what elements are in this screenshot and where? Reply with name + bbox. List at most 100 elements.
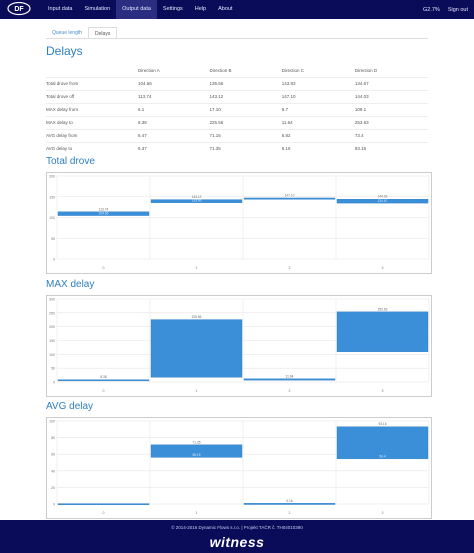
bar-label-top: 93.16 xyxy=(379,422,387,426)
y-tick-label: 250 xyxy=(49,311,55,315)
table-row: AVG delay from 6.47 71.15 6.82 73.4 xyxy=(46,128,428,142)
chart-total-drove: 200 150 100 50 0 113.74 104.66 0 143.12 135.66 1 14… xyxy=(46,172,432,274)
table-row: AVG delay to 6.37 71.35 6.16 83.16 xyxy=(46,141,428,155)
bar-1 xyxy=(150,319,243,378)
table-cell: 73.4 xyxy=(354,128,428,142)
table-row: MAX delay to 8.38 225.56 11.64 253.63 xyxy=(46,115,428,129)
subtabs-divider xyxy=(46,38,428,39)
table-row: Total drove off 113.74 143.12 147.10 144.03 xyxy=(46,89,428,103)
witness-brand-text: witness xyxy=(209,534,265,550)
bar-label-top: 144.03 xyxy=(378,195,388,199)
nav-item-simulation[interactable]: Simulation xyxy=(84,6,111,12)
table-row: Total drove from 104.66 135.66 143.83 134.67 xyxy=(46,76,428,90)
table-cell: 113.74 xyxy=(138,89,210,103)
y-tick-label: 40 xyxy=(51,469,55,473)
table-header-cell: Direction A xyxy=(138,67,160,73)
nav-item-input-data[interactable]: Input data xyxy=(48,6,73,12)
bar-label-top: 143.12 xyxy=(192,195,202,199)
x-tick-label: 1 xyxy=(196,266,198,270)
y-tick-label: 50 xyxy=(51,237,55,241)
page-title: Delays xyxy=(46,44,83,58)
top-navbar: DF Input data Simulation Output data Settin… xyxy=(0,0,474,19)
bar-label-bottom: 135.66 xyxy=(192,199,202,203)
chart-title-avg-delay: AVG delay xyxy=(46,401,94,412)
x-tick-label: 2 xyxy=(289,511,291,515)
x-tick-label: 0 xyxy=(103,266,105,270)
chart-title-total-drove: Total drove xyxy=(46,156,95,167)
table-cell: 71.35 xyxy=(209,141,282,155)
table-cell: 6.82 xyxy=(281,128,355,142)
x-tick-label: 3 xyxy=(382,389,384,393)
y-tick-label: 100 xyxy=(49,420,55,424)
table-header-cell: Direction B xyxy=(209,67,232,73)
bar-1 xyxy=(150,444,243,458)
bar-0 xyxy=(57,503,150,506)
bar-label-top: 253.63 xyxy=(378,307,388,311)
bar-0 xyxy=(57,379,150,382)
table-cell: 109.1 xyxy=(354,102,428,116)
y-tick-label: 100 xyxy=(49,216,55,220)
y-tick-label: 0 xyxy=(53,503,55,507)
nav-item-output-data[interactable]: Output data xyxy=(116,0,157,19)
x-tick-label: 2 xyxy=(289,389,291,393)
bar-label-top: 11.64 xyxy=(286,374,294,378)
y-tick-label: 80 xyxy=(51,436,55,440)
x-tick-label: 1 xyxy=(196,511,198,515)
x-tick-label: 2 xyxy=(289,266,291,270)
tab-queue-length[interactable]: Queue length xyxy=(52,30,83,36)
x-tick-label: 0 xyxy=(103,389,105,393)
bar-label-bottom: 143.83 xyxy=(285,195,295,199)
y-tick-label: 60 xyxy=(51,453,55,457)
y-tick-label: 0 xyxy=(53,258,55,262)
y-tick-label: 200 xyxy=(49,175,55,179)
table-cell: 143.83 xyxy=(281,76,355,90)
nav-item-settings[interactable]: Settings xyxy=(162,6,183,12)
chart-avg-delay: 100 80 60 40 20 0 0 71.35 56.15 1 0.16 2 93.16 54.4 3 xyxy=(46,417,432,519)
app-logo[interactable]: DF xyxy=(4,1,34,18)
table-header-cell: Direction D xyxy=(354,67,378,73)
table-row-label: AVG delay to xyxy=(46,141,138,155)
user-indicator: G2.7% xyxy=(422,6,440,13)
table-cell: 6.47 xyxy=(138,128,210,142)
table-cell: 6.16 xyxy=(281,141,355,155)
x-tick-label: 3 xyxy=(382,266,384,270)
table-cell: 135.66 xyxy=(209,76,282,90)
table-row-label: Total drove off xyxy=(46,89,138,103)
y-tick-label: 150 xyxy=(49,195,55,199)
y-tick-label: 300 xyxy=(49,298,55,302)
y-tick-label: 0 xyxy=(53,381,55,385)
table-cell: 144.03 xyxy=(354,89,428,103)
table-row-label: AVG delay from xyxy=(46,128,138,142)
table-header-cell xyxy=(46,64,138,77)
bar-label-bottom: 104.66 xyxy=(99,211,109,215)
table-cell: 6.37 xyxy=(138,141,210,155)
signout-link[interactable]: Sign out xyxy=(447,6,468,13)
footer-copyright: © 2014-2016 Dynamic Flows s.r.o. | Proje… xyxy=(171,525,303,530)
table-row: MAX delay from 6.1 17.10 6.7 109.1 xyxy=(46,102,428,116)
table-cell: 8.38 xyxy=(138,115,210,129)
nav-item-about[interactable]: About xyxy=(218,6,233,12)
footer: © 2014-2016 Dynamic Flows s.r.o. | Proje… xyxy=(0,520,474,553)
chart-max-delay: 300 250 200 150 100 50 0 8.38 0 225.56 1 11.64 2 253.… xyxy=(46,295,432,397)
table-row-label: Total drove from xyxy=(46,76,138,90)
y-tick-label: 50 xyxy=(51,367,55,371)
bar-label-bottom: 134.67 xyxy=(378,199,388,203)
table-cell: 253.63 xyxy=(354,115,428,129)
bar-label-top: 225.56 xyxy=(192,315,202,319)
table-header-cell: Direction C xyxy=(281,67,305,73)
y-tick-label: 150 xyxy=(49,339,55,343)
witness-logo: witness xyxy=(0,534,474,550)
table-cell: 225.56 xyxy=(209,115,282,129)
bar-2 xyxy=(243,378,336,381)
nav-item-help[interactable]: Help xyxy=(194,6,207,12)
bar-label-bottom: 56.15 xyxy=(193,453,201,457)
tab-delays[interactable]: Delays xyxy=(88,27,118,39)
table-cell: 11.64 xyxy=(281,115,355,129)
x-tick-label: 0 xyxy=(103,511,105,515)
table-cell: 104.66 xyxy=(138,76,210,90)
table-cell: 143.12 xyxy=(209,89,282,103)
bar-label-top: 113.74 xyxy=(99,207,109,211)
x-tick-label: 3 xyxy=(382,511,384,515)
table-cell: 134.67 xyxy=(354,76,428,90)
table-row-label: MAX delay to xyxy=(46,115,138,129)
